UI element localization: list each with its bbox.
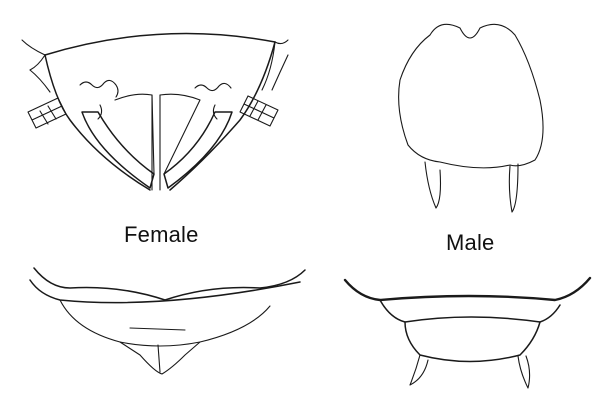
female-label: Female	[124, 222, 199, 247]
male-label: Male	[446, 230, 495, 255]
